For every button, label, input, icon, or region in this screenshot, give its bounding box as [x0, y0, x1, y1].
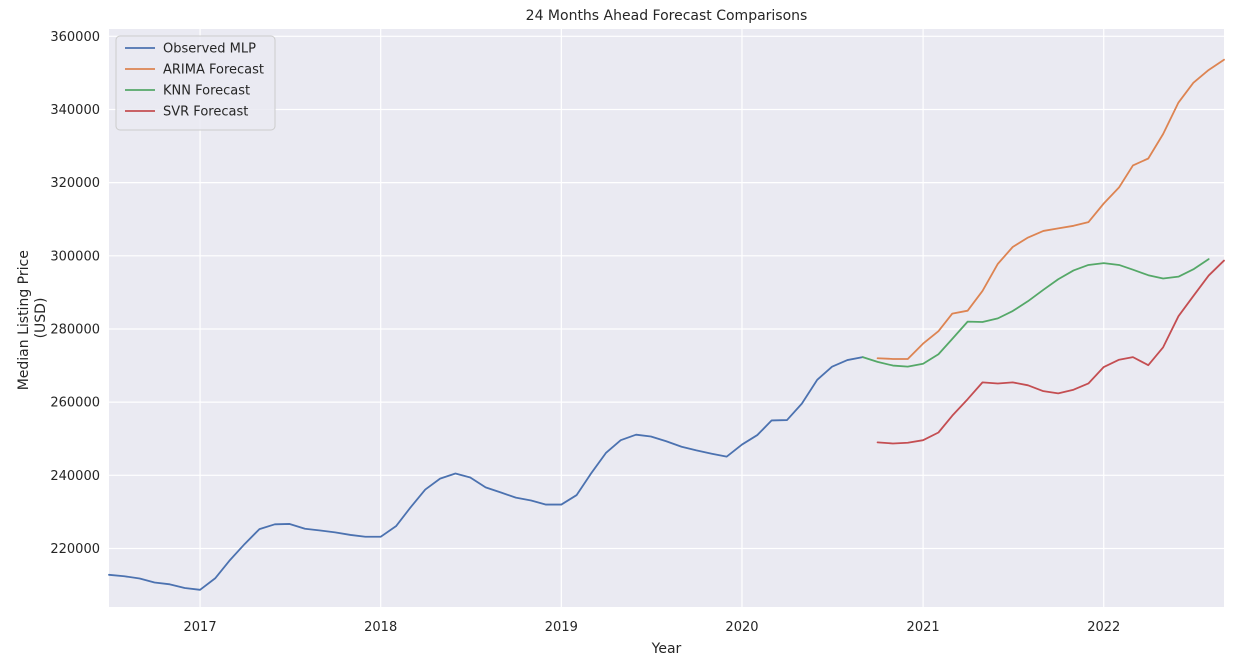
legend: Observed MLP ARIMA Forecast KNN Forecast SV…	[115, 35, 276, 131]
legend-label: ARIMA Forecast	[163, 63, 264, 78]
x-tick-label: 2022	[1087, 620, 1120, 635]
y-tick-label: 340000	[50, 103, 100, 118]
series-lines	[108, 58, 1225, 591]
grid-lines	[109, 29, 1224, 607]
series-line-arima-forecast	[876, 58, 1225, 360]
x-axis: 2017 2018 2019 2020 2021 2022	[184, 620, 1121, 635]
y-tick-label: 260000	[50, 396, 100, 411]
y-axis-title: Median Listing Price (USD)	[16, 246, 49, 391]
y-axis-title-line-1: Median Listing Price	[16, 250, 32, 390]
series-line-svr-forecast	[876, 259, 1225, 445]
legend-label: KNN Forecast	[163, 84, 250, 99]
x-axis-title: Year	[651, 641, 682, 657]
plot-area	[109, 29, 1224, 607]
series-line-observed-mlp	[108, 356, 864, 591]
x-tick-label: 2018	[364, 620, 397, 635]
y-axis: 220000 240000 260000 280000 300000 320000 3400…	[50, 30, 100, 557]
y-tick-label: 360000	[50, 30, 100, 45]
y-tick-label: 300000	[50, 249, 100, 264]
x-tick-label: 2021	[907, 620, 940, 635]
y-tick-label: 240000	[50, 469, 100, 484]
x-tick-label: 2017	[184, 620, 217, 635]
y-tick-label: 320000	[50, 176, 100, 191]
y-tick-label: 220000	[50, 542, 100, 557]
y-tick-label: 280000	[50, 322, 100, 337]
legend-label: SVR Forecast	[163, 105, 248, 120]
y-axis-title-line-2: (USD)	[33, 298, 49, 339]
chart-title: 24 Months Ahead Forecast Comparisons	[526, 8, 808, 24]
legend-label: Observed MLP	[163, 42, 256, 57]
series-line-knn-forecast	[861, 258, 1210, 368]
x-tick-label: 2019	[545, 620, 578, 635]
legend-box	[115, 35, 276, 131]
x-tick-label: 2020	[725, 620, 758, 635]
